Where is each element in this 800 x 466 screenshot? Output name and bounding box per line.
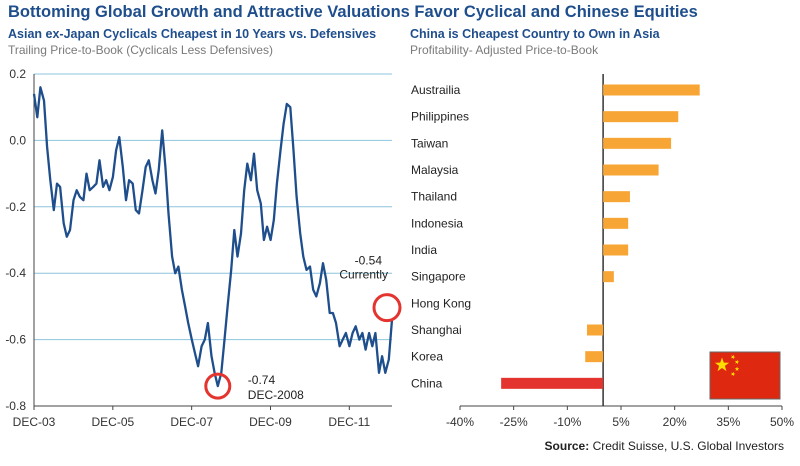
category-label: Shanghai bbox=[411, 323, 462, 337]
bar bbox=[587, 324, 604, 336]
category-label: Korea bbox=[411, 350, 443, 364]
bar-chart: -40% -25% -10% 5% 20% 35% 50% Austrailia Philipp… bbox=[411, 74, 794, 429]
source-label: Source: bbox=[544, 439, 590, 453]
bar bbox=[603, 217, 629, 229]
current-point-marker bbox=[372, 293, 402, 323]
bar bbox=[603, 244, 629, 256]
category-label: China bbox=[411, 376, 443, 390]
bar bbox=[603, 164, 659, 176]
low-value-label: -0.74 bbox=[248, 373, 276, 387]
category-label: Malaysia bbox=[411, 163, 459, 177]
left-chart-subtitle: Trailing Price-to-Book (Cyclicals Less D… bbox=[8, 43, 273, 57]
y-tick-label: -0.6 bbox=[5, 333, 26, 347]
right-chart-title: China is Cheapest Country to Own in Asia bbox=[410, 27, 660, 41]
bar bbox=[501, 377, 604, 389]
source-text: Credit Suisse, U.S. Global Investors bbox=[592, 439, 784, 453]
bar bbox=[603, 84, 700, 96]
bar bbox=[603, 271, 614, 283]
current-value-label: -0.54 bbox=[355, 254, 383, 268]
x-tick-label: -40% bbox=[446, 415, 474, 429]
x-tick-label: 5% bbox=[612, 415, 630, 429]
y-tick-label: -0.2 bbox=[5, 200, 26, 214]
category-label: Thailand bbox=[411, 190, 457, 204]
flag-small-star bbox=[734, 366, 740, 371]
x-tick-label: DEC-07 bbox=[170, 415, 213, 429]
flag-field bbox=[709, 351, 781, 400]
source-note: Source: Credit Suisse, U.S. Global Inves… bbox=[545, 439, 784, 453]
category-label: Taiwan bbox=[411, 136, 448, 150]
category-label: Philippines bbox=[411, 110, 469, 124]
x-tick-label: 50% bbox=[770, 415, 794, 429]
low-point-marker bbox=[204, 372, 232, 400]
category-label: Austrailia bbox=[411, 83, 461, 97]
china-flag bbox=[709, 351, 781, 400]
category-label: Indonesia bbox=[411, 216, 463, 230]
low-date-label: DEC-2008 bbox=[248, 388, 304, 402]
right-chart-subtitle: Profitability- Adjusted Price-to-Book bbox=[410, 43, 599, 57]
y-tick-label: -0.8 bbox=[5, 399, 26, 413]
x-tick-label: -10% bbox=[553, 415, 581, 429]
bar bbox=[603, 191, 630, 203]
y-tick-label: 0.0 bbox=[9, 133, 26, 147]
x-tick-label: DEC-05 bbox=[91, 415, 134, 429]
x-tick-label: DEC-11 bbox=[328, 415, 370, 429]
flag-large-star bbox=[714, 357, 730, 372]
data-line bbox=[32, 86, 394, 388]
left-chart-title: Asian ex-Japan Cyclicals Cheapest in 10 … bbox=[8, 27, 377, 41]
category-label: Hong Kong bbox=[411, 296, 471, 310]
x-tick-label: DEC-09 bbox=[249, 415, 292, 429]
flag-small-star bbox=[734, 359, 740, 365]
y-tick-label: 0.2 bbox=[9, 67, 26, 81]
bar bbox=[585, 351, 604, 363]
x-tick-label: 20% bbox=[663, 415, 687, 429]
y-tick-label: -0.4 bbox=[5, 266, 26, 280]
flag-small-star bbox=[730, 354, 736, 360]
bar bbox=[603, 137, 672, 149]
line-chart: 0.2 0.0 -0.2 -0.4 -0.6 -0.8 DEC-03 DEC-05 DEC-07… bbox=[5, 67, 402, 429]
category-label: Singapore bbox=[411, 270, 466, 284]
current-label: Currently bbox=[339, 268, 388, 282]
flag-small-star bbox=[731, 371, 736, 377]
bar bbox=[603, 111, 679, 123]
main-title: Bottoming Global Growth and Attractive V… bbox=[8, 3, 698, 21]
x-tick-label: -25% bbox=[500, 415, 528, 429]
x-tick-label: 35% bbox=[716, 415, 740, 429]
category-label: India bbox=[411, 243, 437, 257]
x-tick-label: DEC-03 bbox=[13, 415, 56, 429]
